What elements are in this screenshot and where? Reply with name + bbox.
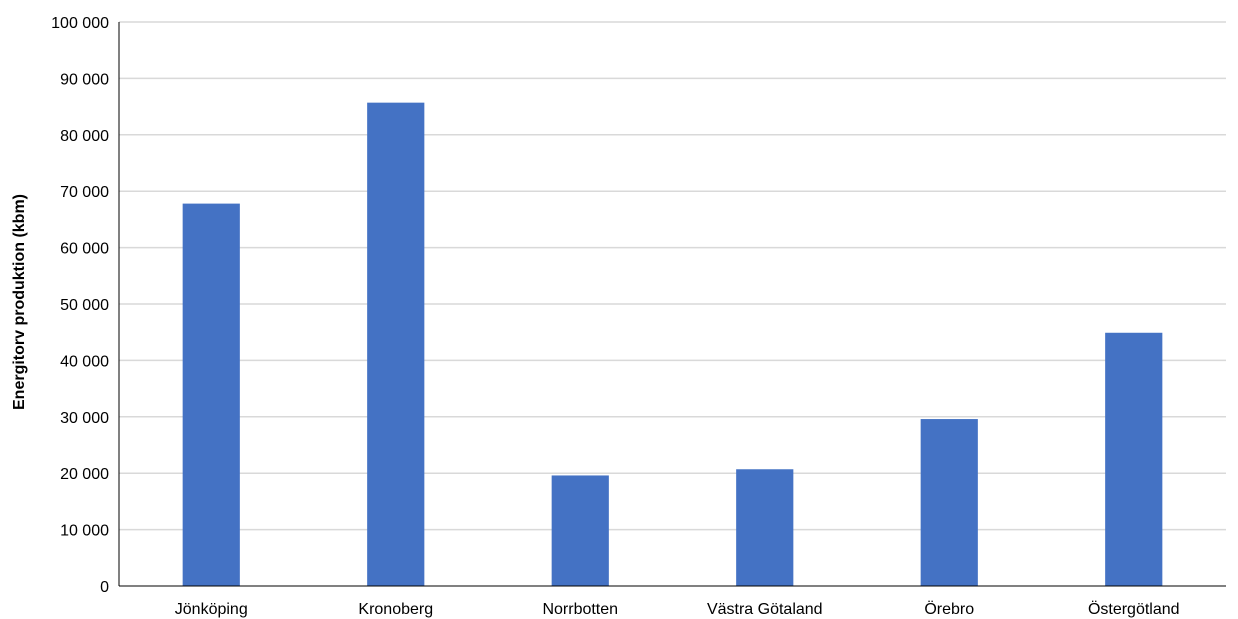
y-tick-label: 70 000 [60,184,109,201]
bars [183,103,1163,586]
y-tick-label: 80 000 [60,128,109,145]
bar [367,103,424,586]
y-tick-label: 10 000 [60,523,109,540]
bar [921,419,978,586]
x-tick-label: Kronoberg [358,601,433,618]
x-tick-label: Jönköping [175,601,248,618]
x-tick-label: Norrbotten [542,601,618,618]
y-tick-label: 60 000 [60,241,109,258]
y-axis-title: Energitorv produktion (kbm) [11,194,28,410]
x-tick-label: Östergötland [1088,600,1180,618]
y-tick-label: 30 000 [60,410,109,427]
x-tick-label: Örebro [924,600,974,618]
gridlines [119,22,1226,530]
y-tick-labels: 0 10 000 20 000 30 000 40 000 50 000 60 000 70 … [51,15,109,596]
y-tick-label: 20 000 [60,466,109,483]
x-tick-labels: Jönköping Kronoberg Norrbotten Västra Götal… [175,600,1180,618]
y-tick-label: 100 000 [51,15,109,32]
x-tick-label: Västra Götaland [707,601,823,618]
y-tick-label: 0 [100,579,109,596]
bar [183,204,240,586]
bar [736,469,793,586]
bar [1105,333,1162,586]
y-tick-label: 40 000 [60,353,109,370]
y-tick-label: 50 000 [60,297,109,314]
y-tick-label: 90 000 [60,71,109,88]
bar [552,475,609,586]
